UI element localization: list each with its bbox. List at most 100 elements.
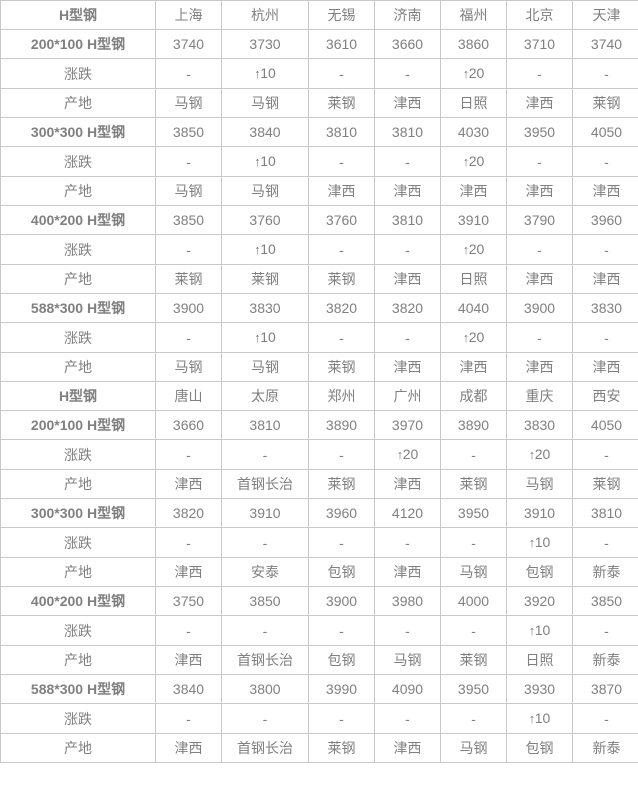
change-row-label: 涨跌 bbox=[0, 703, 156, 734]
spec-label: 400*200 H型钢 bbox=[0, 205, 156, 235]
spec-price-row: 200*100 H型钢 3740 3730 3610 3660 3860 3710 3740 bbox=[0, 29, 638, 59]
price-cell: 3810 bbox=[572, 498, 638, 528]
price-cell: 3830 bbox=[572, 293, 638, 323]
origin-cell: 津西 bbox=[155, 733, 222, 763]
city-header: 重庆 bbox=[506, 381, 573, 411]
change-row-label: 涨跌 bbox=[0, 58, 156, 89]
price-cell: 3760 bbox=[221, 205, 309, 235]
origin-cell: 日照 bbox=[506, 645, 573, 675]
change-cell: - bbox=[572, 527, 638, 558]
change-cell: - bbox=[308, 703, 375, 734]
change-cell: - bbox=[308, 527, 375, 558]
price-cell: 3900 bbox=[155, 293, 222, 323]
price-cell: 3800 bbox=[221, 674, 309, 704]
origin-row-label: 产地 bbox=[0, 557, 156, 587]
change-cell: - bbox=[221, 615, 309, 646]
origin-cell: 津西 bbox=[440, 176, 507, 206]
price-cell: 3820 bbox=[374, 293, 441, 323]
spec-price-row: 400*200 H型钢 3850 3760 3760 3810 3910 3790 3960 bbox=[0, 205, 638, 235]
origin-cell: 马钢 bbox=[155, 88, 222, 118]
origin-row: 产地 津西 安泰 包钢 津西 马钢 包钢 新泰 bbox=[0, 557, 638, 587]
change-cell: - bbox=[440, 703, 507, 734]
price-cell: 3900 bbox=[506, 293, 573, 323]
change-cell: ↑20 bbox=[506, 439, 573, 470]
spec-label: 588*300 H型钢 bbox=[0, 293, 156, 323]
price-cell: 4090 bbox=[374, 674, 441, 704]
price-cell: 3810 bbox=[374, 117, 441, 147]
price-cell: 3710 bbox=[506, 29, 573, 59]
arrow-up-icon: ↑ bbox=[462, 66, 470, 81]
origin-cell: 莱钢 bbox=[221, 264, 309, 294]
change-cell: - bbox=[572, 439, 638, 470]
origin-cell: 包钢 bbox=[506, 733, 573, 763]
change-row-label: 涨跌 bbox=[0, 234, 156, 265]
city-header: 天津 bbox=[572, 0, 638, 30]
change-cell: - bbox=[572, 58, 638, 89]
change-cell: - bbox=[374, 146, 441, 177]
price-cell: 3950 bbox=[440, 498, 507, 528]
change-row: 涨跌 - - - ↑20- ↑20- bbox=[0, 439, 638, 470]
price-cell: 3740 bbox=[155, 29, 222, 59]
price-cell: 3980 bbox=[374, 586, 441, 616]
spec-price-row: 400*200 H型钢 3750 3850 3900 3980 4000 3920 3850 bbox=[0, 586, 638, 616]
spec-label: 200*100 H型钢 bbox=[0, 29, 156, 59]
change-cell: - bbox=[221, 439, 309, 470]
change-cell: - bbox=[374, 58, 441, 89]
change-cell: - bbox=[440, 527, 507, 558]
price-cell: 3810 bbox=[221, 410, 309, 440]
origin-cell: 津西 bbox=[440, 352, 507, 382]
origin-cell: 津西 bbox=[572, 352, 638, 382]
city-header: 北京 bbox=[506, 0, 573, 30]
price-cell: 3850 bbox=[155, 205, 222, 235]
city-header: 济南 bbox=[374, 0, 441, 30]
spec-price-row: 300*300 H型钢 3820 3910 3960 4120 3950 3910 3810 bbox=[0, 498, 638, 528]
spec-label: 300*300 H型钢 bbox=[0, 117, 156, 147]
spec-label: 400*200 H型钢 bbox=[0, 586, 156, 616]
arrow-up-icon: ↑ bbox=[254, 154, 261, 169]
price-cell: 3860 bbox=[440, 29, 507, 59]
change-cell: - bbox=[374, 615, 441, 646]
origin-cell: 莱钢 bbox=[308, 733, 375, 763]
origin-cell: 津西 bbox=[374, 733, 441, 763]
origin-cell: 新泰 bbox=[572, 733, 638, 763]
change-cell: - bbox=[155, 58, 222, 89]
origin-cell: 马钢 bbox=[221, 352, 309, 382]
price-cell: 3820 bbox=[308, 293, 375, 323]
change-cell: - bbox=[572, 146, 638, 177]
origin-cell: 津西 bbox=[374, 557, 441, 587]
price-cell: 4000 bbox=[440, 586, 507, 616]
origin-row: 产地 津西 首钢长治 莱钢 津西 莱钢 马钢 莱钢 bbox=[0, 469, 638, 499]
change-cell: - bbox=[155, 322, 222, 353]
price-cell: 3870 bbox=[572, 674, 638, 704]
change-cell: - bbox=[506, 322, 573, 353]
block-title: H型钢 bbox=[0, 381, 156, 411]
origin-row-label: 产地 bbox=[0, 176, 156, 206]
change-row: 涨跌 - ↑10- - ↑20- - bbox=[0, 58, 638, 89]
origin-row-label: 产地 bbox=[0, 352, 156, 382]
price-cell: 3760 bbox=[308, 205, 375, 235]
origin-cell: 津西 bbox=[506, 176, 573, 206]
change-cell: - bbox=[155, 703, 222, 734]
arrow-up-icon: ↑ bbox=[528, 623, 536, 638]
origin-cell: 马钢 bbox=[155, 352, 222, 382]
price-cell: 3850 bbox=[572, 586, 638, 616]
price-cell: 3950 bbox=[440, 674, 507, 704]
change-cell: ↑10 bbox=[221, 322, 309, 353]
origin-cell: 莱钢 bbox=[440, 645, 507, 675]
arrow-up-icon: ↑ bbox=[396, 447, 404, 462]
price-cell: 3730 bbox=[221, 29, 309, 59]
origin-cell: 马钢 bbox=[221, 176, 309, 206]
arrow-up-icon: ↑ bbox=[254, 242, 261, 257]
spec-price-row: 588*300 H型钢 3900 3830 3820 3820 4040 3900 3830 bbox=[0, 293, 638, 323]
origin-row-label: 产地 bbox=[0, 469, 156, 499]
price-cell: 3890 bbox=[440, 410, 507, 440]
arrow-up-icon: ↑ bbox=[462, 330, 470, 345]
change-cell: - bbox=[374, 527, 441, 558]
change-cell: - bbox=[506, 146, 573, 177]
change-cell: ↑10 bbox=[506, 615, 573, 646]
origin-cell: 莱钢 bbox=[155, 264, 222, 294]
price-cell: 4030 bbox=[440, 117, 507, 147]
price-cell: 3910 bbox=[506, 498, 573, 528]
origin-row: 产地 津西 首钢长治 莱钢 津西 马钢 包钢 新泰 bbox=[0, 733, 638, 763]
change-row-label: 涨跌 bbox=[0, 615, 156, 646]
